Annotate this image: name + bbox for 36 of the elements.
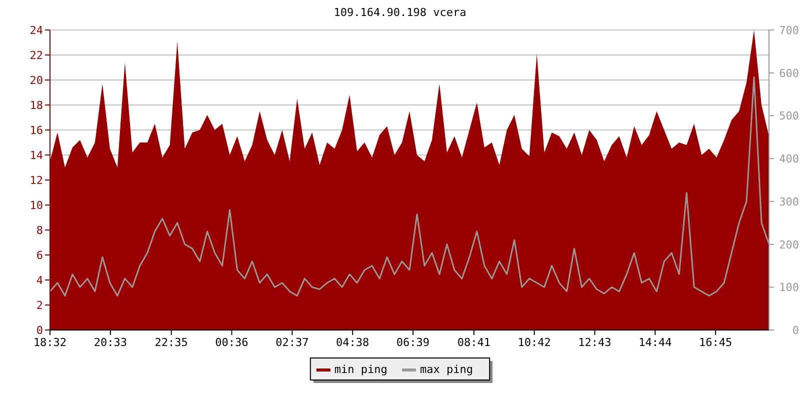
y-tick-label: 20 (30, 74, 43, 87)
x-tick-label: 00:36 (215, 336, 248, 349)
x-tick-label: 12:43 (578, 336, 612, 349)
y-tick-label: 4 (36, 274, 44, 287)
y2-tick-label: 200 (779, 238, 799, 252)
x-tick-label: 10:42 (518, 336, 551, 349)
y2-tick-label: 400 (779, 152, 799, 166)
legend-label: min ping (334, 363, 388, 376)
y-tick-label: 0 (36, 324, 43, 337)
y-tick-label: 6 (36, 249, 43, 262)
y2-tick-label: 500 (779, 110, 799, 123)
legend-label: max ping (420, 363, 473, 376)
y-tick-label: 24 (30, 24, 44, 37)
x-tick-label: 22:35 (154, 336, 188, 349)
chart-title: 109.164.90.198 vcera (334, 6, 466, 19)
x-tick-label: 08:41 (457, 336, 490, 349)
y-tick-label: 16 (30, 124, 43, 137)
y-tick-label: 2 (36, 299, 43, 312)
x-tick-label: 18:32 (33, 336, 67, 349)
y-tick-label: 14 (30, 149, 44, 162)
y2-tick-label: 600 (779, 66, 799, 80)
x-tick-label: 20:33 (94, 336, 127, 349)
y-tick-label: 22 (30, 49, 43, 62)
y-tick-label: 12 (30, 174, 43, 187)
x-tick-label: 16:45 (699, 336, 732, 349)
y2-tick-label: 300 (779, 195, 799, 208)
y2-tick-label: 100 (779, 281, 799, 294)
y-tick-label: 8 (36, 224, 43, 237)
y-tick-label: 18 (30, 99, 43, 112)
x-tick-label: 14:44 (638, 336, 672, 349)
y-tick-label: 10 (30, 199, 43, 212)
x-tick-label: 04:38 (336, 336, 370, 349)
y2-tick-label: 700 (779, 24, 799, 37)
x-tick-label: 02:37 (276, 336, 309, 349)
y2-tick-label: 0 (792, 324, 799, 337)
x-tick-label: 06:39 (396, 336, 430, 349)
